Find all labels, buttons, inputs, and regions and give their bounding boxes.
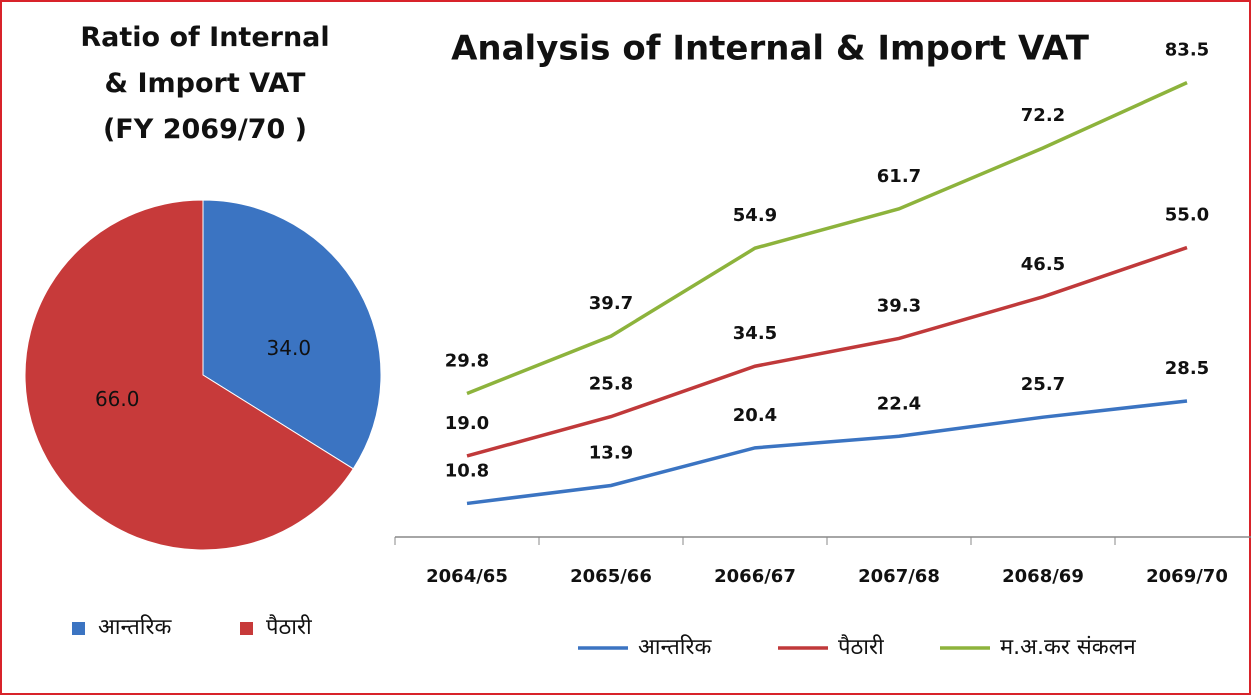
pie-title-text: Ratio of Internal & Import VAT (FY 2069/70… [80,22,329,145]
data-label: 28.5 [1165,358,1209,379]
data-label: 13.9 [589,442,633,463]
pie-slice [24,199,354,551]
data-label: 19.0 [445,413,489,434]
pie-slice [202,199,382,470]
data-label: 55.0 [1165,205,1209,226]
data-label: 39.7 [589,293,633,314]
x-tick-label: 2067/68 [858,566,940,587]
legend-label: पैठारी [838,634,884,660]
data-label: 72.2 [1021,105,1065,126]
legend-swatch [240,622,253,635]
data-label: 54.9 [733,205,777,226]
x-tick-label: 2064/65 [426,566,508,587]
x-tick-label: 2066/67 [714,566,796,587]
pie-label: 34.0 [267,336,312,360]
legend-label: आन्तरिक [98,614,172,640]
series-line [466,399,1188,506]
legend-swatch [72,622,85,635]
data-label: 22.4 [877,393,921,414]
data-label: 10.8 [445,460,489,481]
data-label: 39.3 [877,295,921,316]
pie-label: 66.0 [95,387,140,411]
data-label: 25.8 [589,374,633,395]
series-line [466,245,1188,458]
data-label: 25.7 [1021,374,1065,395]
line-title: Analysis of Internal & Import VAT [451,29,1090,69]
legend-label: आन्तरिक [638,634,712,660]
data-label: 20.4 [733,405,777,426]
data-label: 34.5 [733,323,777,344]
legend-label: म.अ.कर संकलन [1000,635,1137,660]
x-tick-label: 2068/69 [1002,566,1084,587]
data-label: 29.8 [445,350,489,371]
data-label: 83.5 [1165,40,1209,61]
data-label: 61.7 [877,166,921,187]
series-line [466,81,1188,396]
pie-title: Ratio of Internal & Import VAT (FY 2069/70… [80,22,329,145]
x-tick-label: 2069/70 [1146,566,1228,587]
data-label: 46.5 [1021,254,1065,275]
x-tick-label: 2065/66 [570,566,652,587]
legend-label: पैठारी [266,614,312,640]
